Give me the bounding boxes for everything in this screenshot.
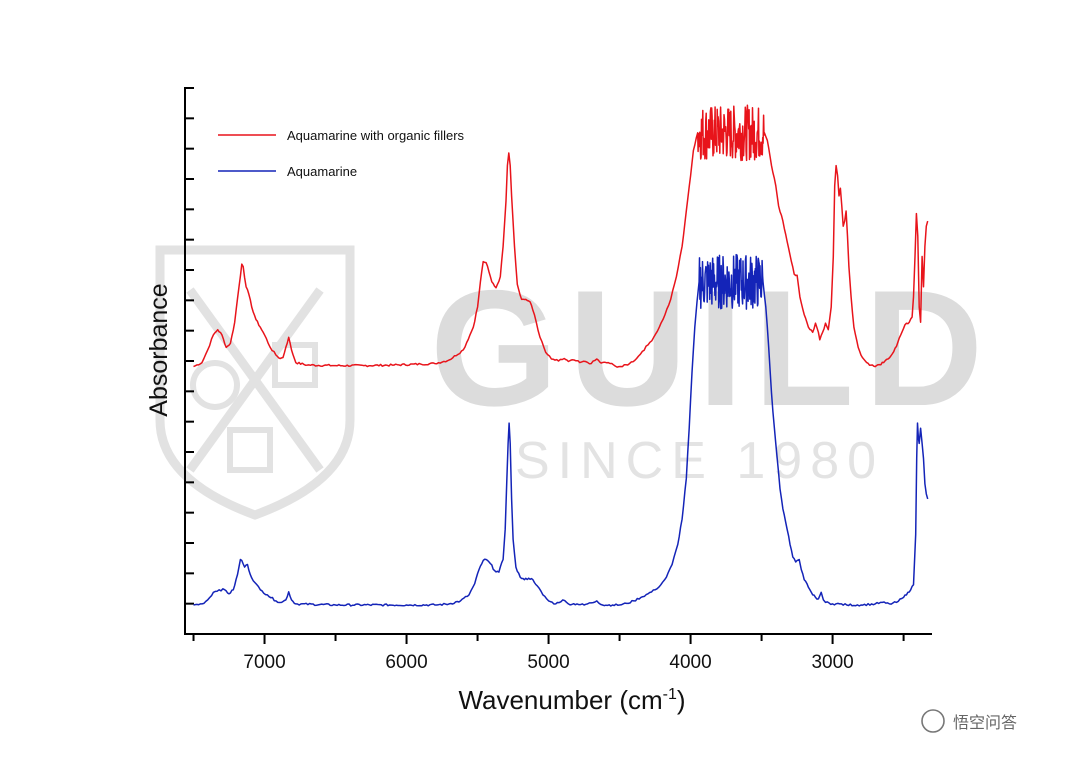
x-tick-label: 7000 <box>243 652 285 673</box>
x-tick-label: 3000 <box>811 652 853 673</box>
credit: 悟空问答 <box>921 709 1017 733</box>
series-line-aquamarine <box>193 253 929 607</box>
x-axis-title-close: ) <box>677 685 686 715</box>
watermark-since: SINCE 1980 <box>515 432 884 490</box>
x-axis-tick-labels: 7000 6000 5000 4000 3000 <box>243 652 853 673</box>
series-layer <box>193 104 929 607</box>
legend: Aquamarine with organic fillers Aquamari… <box>218 128 465 179</box>
series-line-organic-fillers <box>193 104 929 368</box>
legend-label-1: Aquamarine <box>287 164 357 179</box>
legend-label-0: Aquamarine with organic fillers <box>287 128 465 143</box>
x-axis-ticks <box>192 635 905 644</box>
watermark: GUILD SINCE 1980 <box>155 245 983 520</box>
x-axis-title-sup: -1 <box>663 686 677 703</box>
y-axis-title: Absorbance <box>145 283 173 416</box>
watermark-shield-icon <box>155 245 355 520</box>
y-axis-ticks <box>184 87 194 635</box>
x-tick-label: 6000 <box>385 652 427 673</box>
x-tick-label: 5000 <box>527 652 569 673</box>
speech-bubble-icon <box>921 709 945 733</box>
x-tick-label: 4000 <box>669 652 711 673</box>
x-axis-title: Wavenumber (cm-1) <box>458 685 685 715</box>
credit-text: 悟空问答 <box>953 714 1017 732</box>
x-axis-title-main: Wavenumber (cm <box>458 685 662 715</box>
